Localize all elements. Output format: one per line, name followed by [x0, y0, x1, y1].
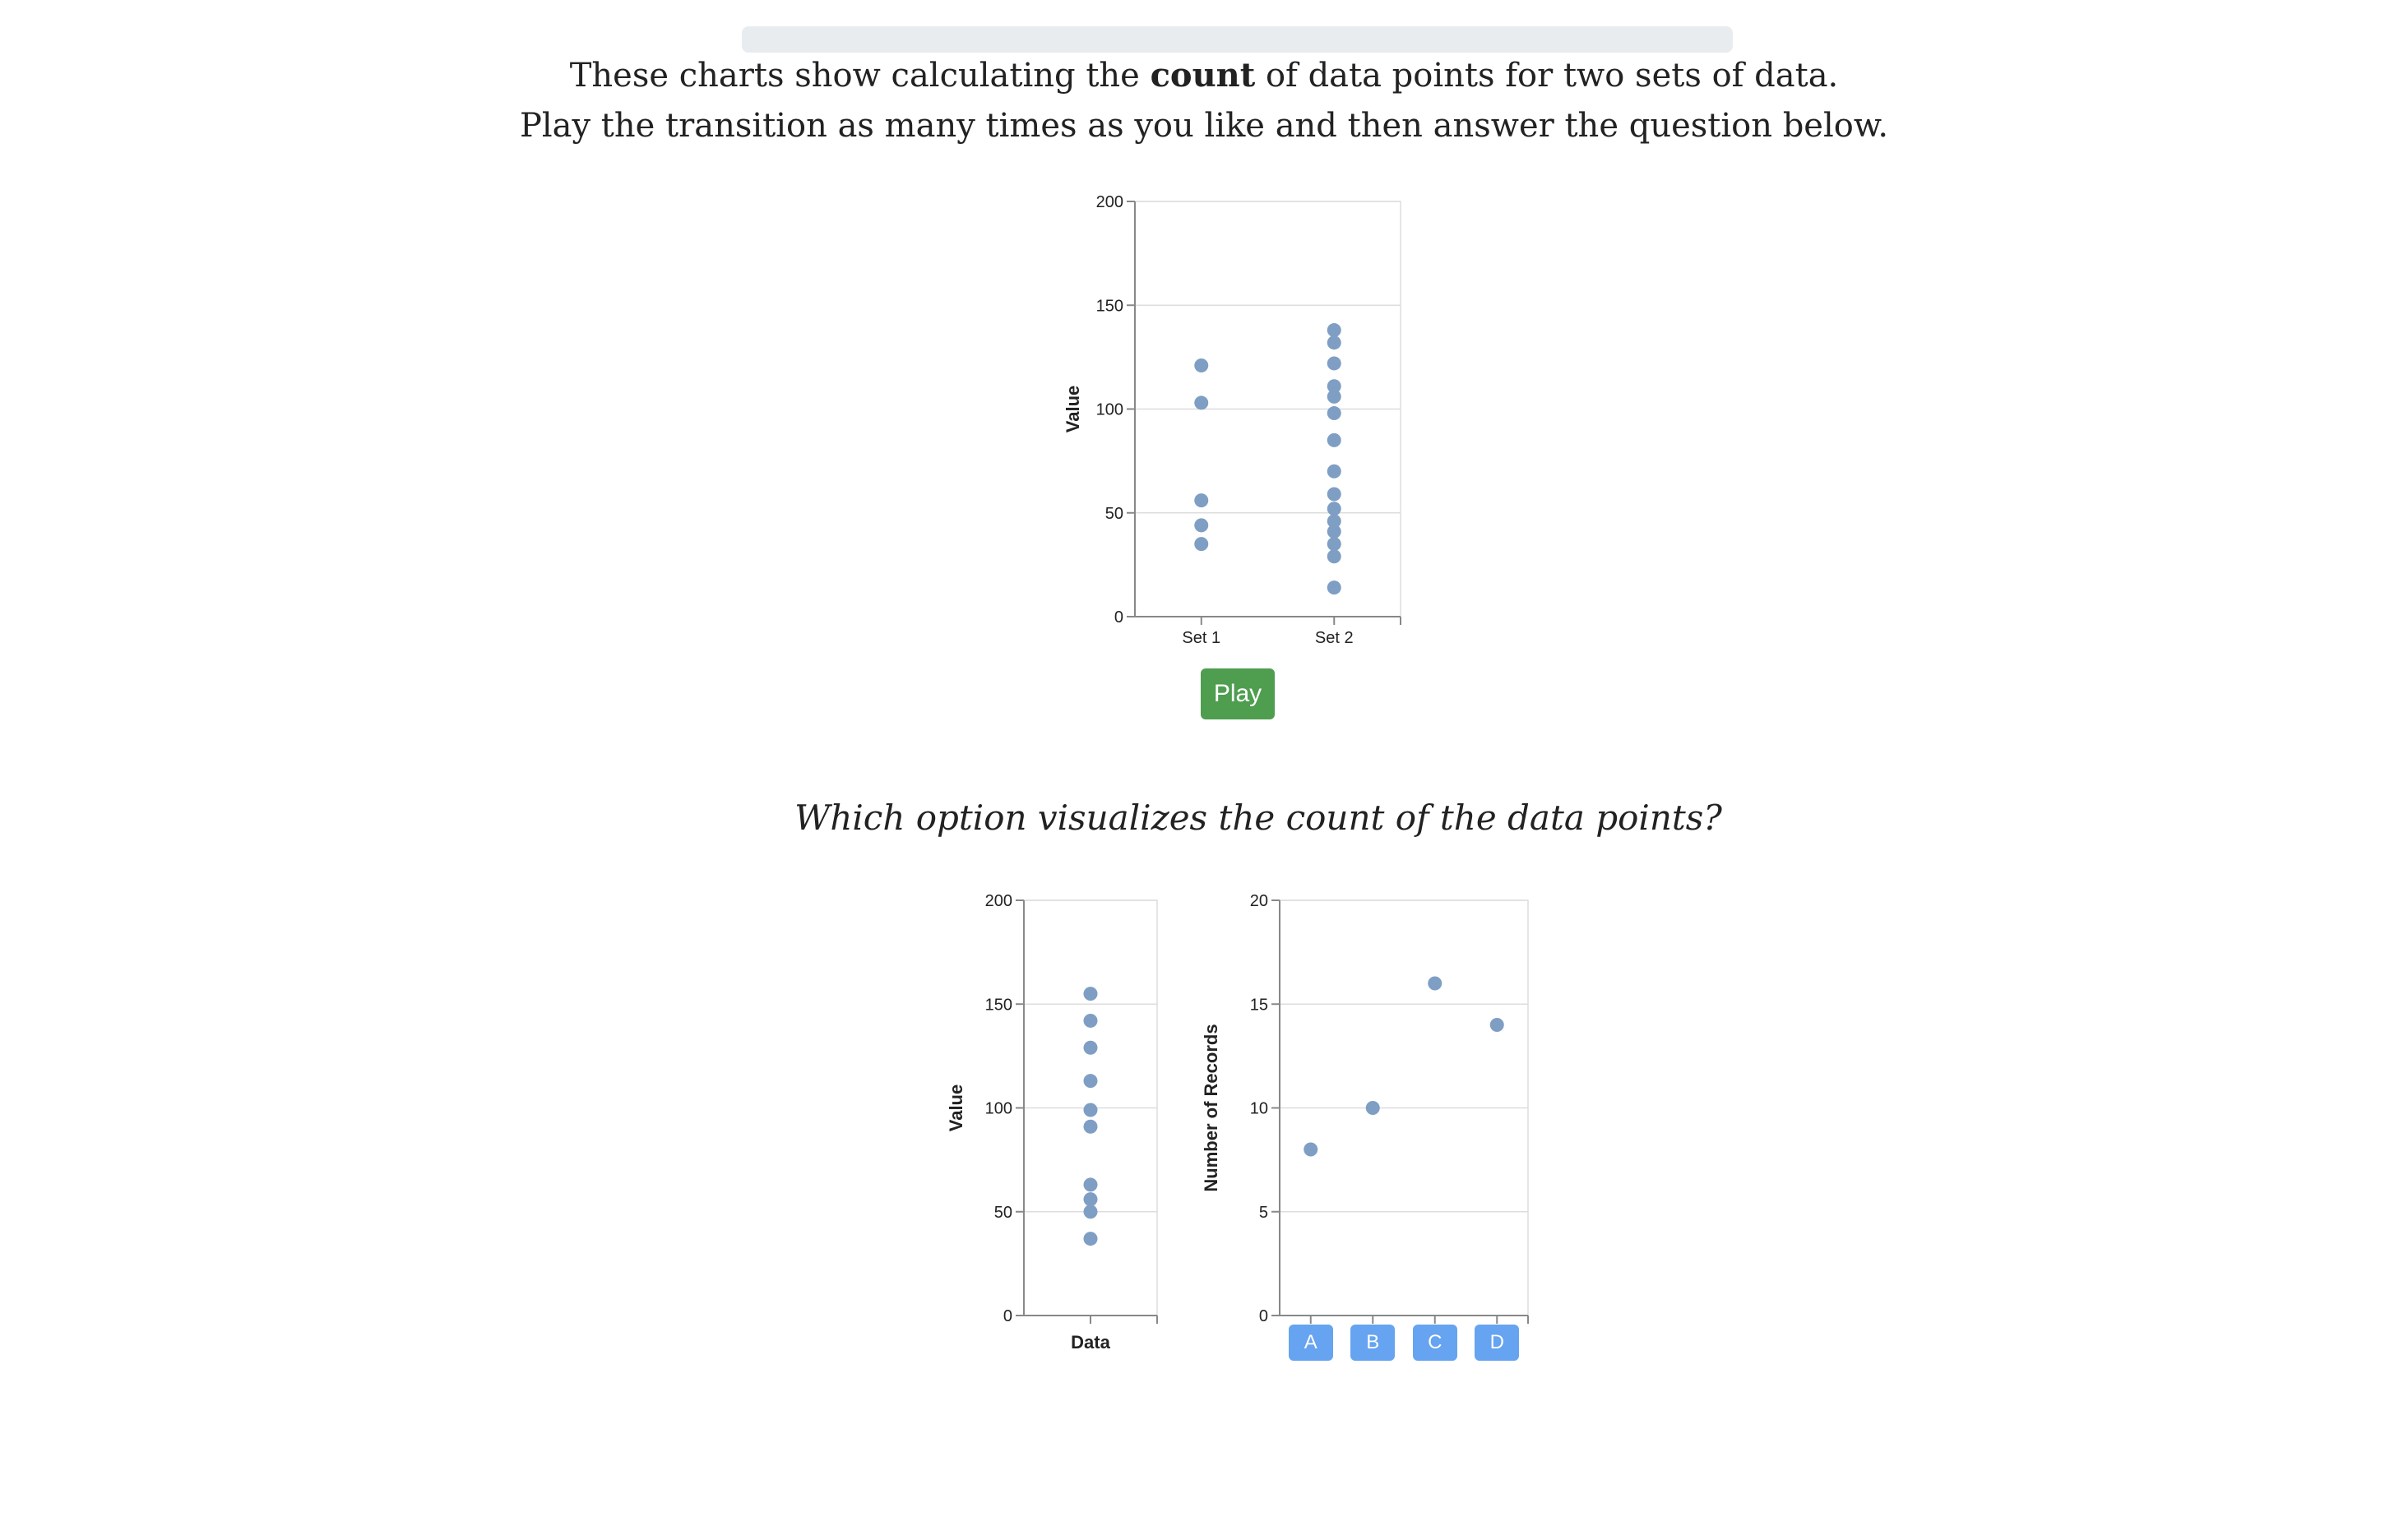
data-point [1083, 1205, 1098, 1219]
data-point [1327, 432, 1341, 447]
y-tick-label: 0 [1259, 1307, 1268, 1325]
y-tick-label: 20 [1250, 892, 1268, 910]
option-button-c[interactable]: C [1412, 1325, 1457, 1361]
y-axis-label: Value [946, 1084, 966, 1131]
data-point [1327, 464, 1341, 479]
y-tick-label: 100 [985, 1100, 1012, 1118]
data-point [1083, 1074, 1098, 1089]
y-tick-label: 100 [1096, 401, 1123, 419]
y-tick-label: 15 [1250, 996, 1268, 1014]
data-point [1083, 1232, 1098, 1246]
data-point [1083, 1103, 1098, 1117]
data-point [1327, 514, 1341, 529]
option-button-b[interactable]: B [1350, 1325, 1396, 1361]
data-point [1428, 976, 1442, 991]
data-point [1327, 356, 1341, 371]
data-point [1194, 493, 1209, 508]
intro-line-2: Play the transition as many times as you… [519, 107, 1889, 145]
data-point [1083, 1192, 1098, 1207]
top-chart: 0 50 100 150 200 Set 1 Set 2 Value [1063, 193, 1401, 647]
y-tick-label: 200 [985, 892, 1012, 910]
data-point [1304, 1142, 1318, 1157]
data-point [1365, 1101, 1380, 1115]
y-tick-label: 50 [994, 1204, 1012, 1222]
y-tick-label: 0 [1003, 1307, 1012, 1325]
data-point [1327, 502, 1341, 516]
play-button[interactable]: Play [1201, 668, 1275, 719]
data-point [1327, 335, 1341, 350]
intro-bold-word: count [1150, 56, 1256, 95]
intro-text-after: of data points for two sets of data. [1255, 57, 1839, 95]
intro-text-before: These charts show calculating the [569, 57, 1151, 95]
data-point [1194, 395, 1209, 410]
data-point [1194, 537, 1209, 552]
intro-line-1: These charts show calculating the count … [0, 56, 2408, 95]
data-point [1327, 487, 1341, 502]
options-chart: 0 5 10 15 20 Number of Records [1201, 892, 1529, 1325]
y-axis-label: Value [1063, 386, 1083, 432]
data-point [1327, 580, 1341, 595]
data-point [1083, 1040, 1098, 1055]
x-tick-label: Set 2 [1315, 629, 1354, 647]
y-tick-label: 150 [1096, 297, 1123, 315]
y-tick-label: 50 [1105, 505, 1123, 523]
data-point [1327, 549, 1341, 564]
data-point [1327, 379, 1341, 394]
option-button-d[interactable]: D [1475, 1325, 1520, 1361]
data-point [1194, 358, 1209, 372]
y-tick-label: 10 [1250, 1100, 1268, 1118]
data-point [1083, 987, 1098, 1001]
y-tick-label: 5 [1259, 1204, 1268, 1222]
data-point [1083, 1177, 1098, 1192]
data-point [1083, 1013, 1098, 1028]
data-point [1327, 537, 1341, 552]
option-button-a[interactable]: A [1288, 1325, 1333, 1361]
data-point [1327, 389, 1341, 404]
data-point [1083, 1119, 1098, 1134]
progress-bar [742, 26, 1733, 53]
data-point [1194, 518, 1209, 533]
data-chart: 0 50 100 150 200 Value Data [946, 892, 1158, 1353]
data-point [1327, 406, 1341, 421]
y-tick-label: 200 [1096, 193, 1123, 211]
y-tick-label: 0 [1114, 608, 1123, 627]
data-point [1327, 524, 1341, 539]
data-point [1489, 1018, 1504, 1032]
question-text: Which option visualizes the count of the… [794, 798, 1722, 838]
data-point [1327, 323, 1341, 338]
y-tick-label: 150 [985, 996, 1012, 1014]
x-tick-label: Set 1 [1182, 629, 1220, 647]
y-axis-label: Number of Records [1201, 1024, 1221, 1191]
x-axis-label: Data [1071, 1332, 1110, 1353]
